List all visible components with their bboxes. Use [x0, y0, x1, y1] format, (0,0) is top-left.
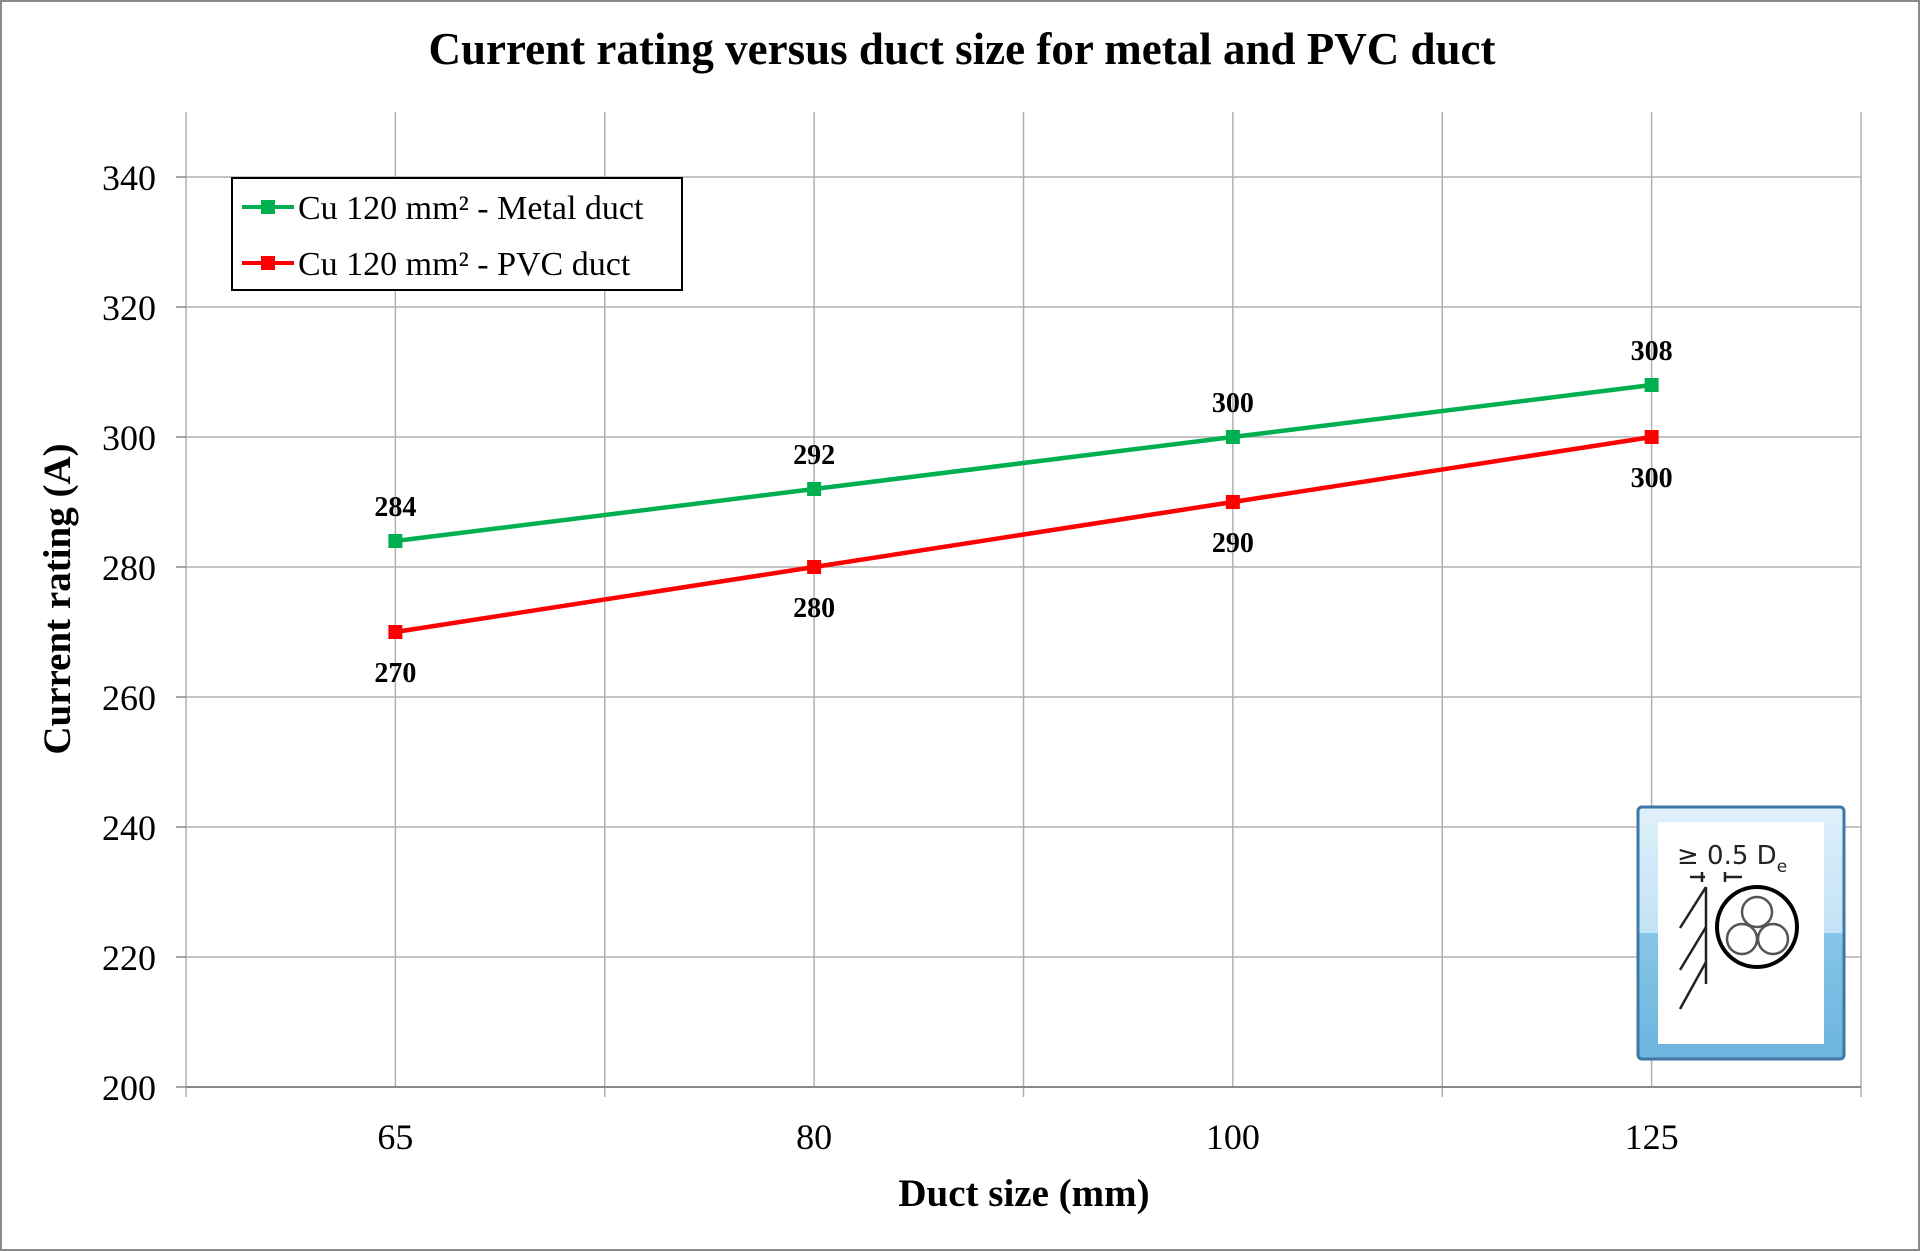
legend-marker-pvc [261, 256, 275, 270]
y-tick-label: 280 [102, 548, 156, 588]
data-point [807, 560, 822, 574]
inset-label: ≥ 0.5 De [1677, 841, 1787, 877]
y-tick-label: 340 [102, 158, 156, 198]
y-tick-label: 200 [102, 1068, 156, 1108]
legend-label-pvc: Cu 120 mm² - PVC duct [298, 246, 631, 283]
data-point [388, 534, 403, 548]
legend-marker-metal [261, 200, 275, 214]
y-axis-label: Current rating (A) [36, 443, 79, 754]
data-point [1225, 495, 1240, 509]
y-tick-label: 240 [102, 808, 156, 848]
data-point [388, 625, 403, 639]
data-label: 270 [374, 658, 416, 689]
data-label: 280 [793, 593, 835, 624]
x-tick-label: 100 [1206, 1117, 1260, 1157]
x-tick-label: 65 [377, 1117, 413, 1157]
y-tick-label: 220 [102, 938, 156, 978]
data-point [1644, 430, 1659, 444]
chart-title: Current rating versus duct size for meta… [429, 24, 1496, 74]
series-0: 284 292 300 308 [374, 336, 1673, 548]
series-line [395, 382, 1652, 544]
data-label: 300 [1631, 463, 1673, 494]
x-tick-label: 125 [1625, 1117, 1679, 1157]
data-label: 292 [793, 440, 835, 471]
cable-in-duct-spacing-icon: ≥ 0.5 De [1636, 805, 1846, 1061]
data-point [1225, 430, 1240, 444]
y-tick-label: 300 [102, 418, 156, 458]
x-tick-label: 80 [796, 1117, 832, 1157]
data-label: 284 [374, 492, 416, 523]
legend: Cu 120 mm² - Metal duct Cu 120 mm² - PVC… [231, 177, 683, 291]
data-label: 290 [1212, 528, 1254, 559]
y-tick-label: 260 [102, 678, 156, 718]
legend-label-metal: Cu 120 mm² - Metal duct [298, 190, 644, 227]
data-label: 300 [1212, 388, 1254, 419]
series-1: 270 280 290 300 [374, 430, 1673, 689]
series-line [395, 434, 1652, 635]
y-tick-label: 320 [102, 288, 156, 328]
data-label: 308 [1631, 336, 1673, 367]
x-axis-label: Duct size (mm) [898, 1172, 1149, 1215]
data-point [807, 482, 822, 496]
data-point [1644, 378, 1659, 392]
